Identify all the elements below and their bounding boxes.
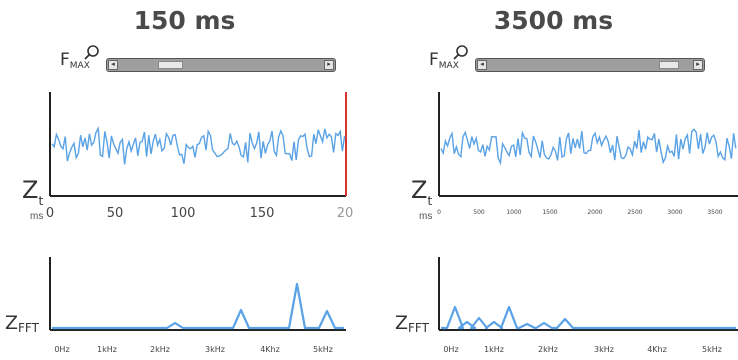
time-tick-label: 50: [107, 206, 124, 221]
time-tick-label: 500: [473, 209, 485, 216]
fmax-zoom-scrollbar[interactable]: ◂ ▸: [106, 58, 336, 72]
freq-tick-label: 0Hz: [443, 345, 458, 354]
scroll-thumb[interactable]: [658, 61, 679, 69]
panel-title: 150 ms: [133, 6, 236, 35]
plots-svg: 0 50 100 150 20 0Hz 1kHz 2kHz 3kHz 4Khz 5kHz: [46, 92, 353, 354]
time-tick-label: 2000: [587, 209, 602, 216]
zfft-label: ZFFT: [5, 312, 39, 335]
time-tick-label: 1500: [542, 209, 557, 216]
time-tick-label: 20: [337, 206, 354, 221]
time-unit-label: ms: [30, 211, 44, 222]
freq-tick-label: 2kHz: [538, 345, 558, 354]
time-signal-line: [51, 126, 346, 165]
plots-svg: 0 500 1000 1500 2000 2500 3000 3500 0Hz 1kHz 2kHz…: [437, 92, 738, 354]
time-tick-label: 0: [437, 209, 441, 216]
time-tick-label: 2500: [627, 209, 642, 216]
panel-title: 3500 ms: [493, 6, 614, 35]
freq-tick-label: 4Khz: [647, 345, 667, 354]
time-domain-plot: 0 50 100 150 20: [46, 92, 353, 221]
scroll-right-arrow-icon[interactable]: ▸: [324, 60, 334, 70]
time-tick-label: 1000: [506, 209, 521, 216]
fmax-label: FMAX: [60, 50, 90, 71]
time-tick-label: 150: [250, 206, 275, 221]
fmax-label: FMAX: [429, 50, 459, 71]
zt-label: Zt: [22, 176, 44, 208]
fft-spectrum-line: [52, 282, 344, 330]
fft-plot: 0Hz 1kHz 2kHz 3kHz 4Khz 5kHz: [438, 257, 738, 354]
panel-150ms: 150 ms FMAX ◂ ▸ 0 50 100 150 20 0Hz 1kHz 2kHz 3…: [5, 6, 353, 354]
freq-tick-label: 2kHz: [150, 345, 170, 354]
magnifier-icon[interactable]: [83, 44, 101, 62]
time-tick-label: 3000: [667, 209, 682, 216]
magnifier-icon[interactable]: [452, 44, 470, 62]
time-tick-label: 100: [171, 206, 196, 221]
time-domain-plot: 0 500 1000 1500 2000 2500 3000 3500: [437, 92, 738, 216]
freq-tick-label: 3kHz: [205, 345, 225, 354]
scroll-left-arrow-icon[interactable]: ◂: [108, 60, 118, 70]
freq-tick-label: 0Hz: [54, 345, 69, 354]
scroll-right-arrow-icon[interactable]: ▸: [693, 60, 703, 70]
fmax-zoom-scrollbar[interactable]: ◂ ▸: [475, 58, 705, 72]
fft-spectrum-line: [441, 305, 736, 330]
panel-3500ms: 3500 ms FMAX ◂ ▸ 0 500 1000 1500 2000 2500 300…: [369, 0, 738, 360]
freq-tick-label: 1kHz: [484, 345, 504, 354]
freq-tick-label: 4Khz: [260, 345, 280, 354]
time-unit-label: ms: [419, 211, 433, 222]
freq-tick-label: 1kHz: [97, 345, 117, 354]
scroll-left-arrow-icon[interactable]: ◂: [477, 60, 487, 70]
fft-plot: 0Hz 1kHz 2kHz 3kHz 4Khz 5kHz: [49, 257, 346, 354]
time-signal-line: [440, 128, 737, 166]
time-tick-label: 3500: [707, 209, 722, 216]
zt-label: Zt: [411, 176, 433, 208]
zfft-label: ZFFT: [395, 312, 429, 335]
freq-tick-label: 3kHz: [594, 345, 614, 354]
scroll-thumb[interactable]: [158, 61, 183, 69]
time-tick-label: 0: [46, 206, 54, 221]
freq-tick-label: 5kHz: [702, 345, 722, 354]
freq-tick-label: 5kHz: [313, 345, 333, 354]
